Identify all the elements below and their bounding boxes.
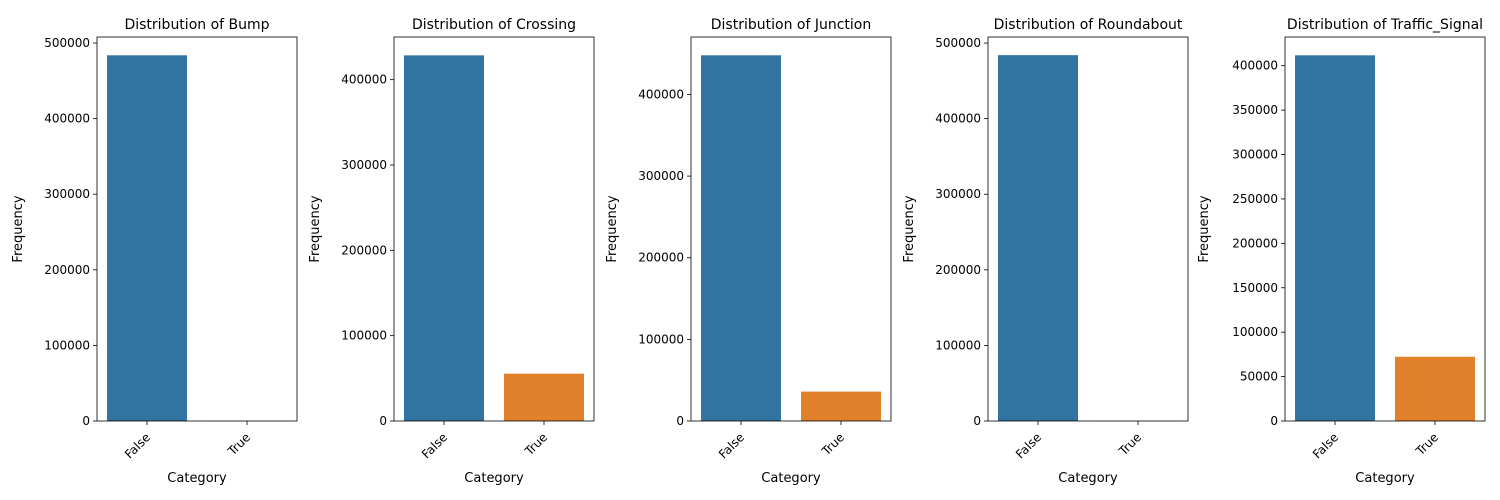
chart-title: Distribution of Roundabout [994,17,1183,33]
y-tick-label: 0 [676,414,684,428]
chart-title: Distribution of Bump [124,17,269,33]
x-tick-label: False [716,430,747,461]
axes-frame [96,36,298,422]
x-tick-label: True [521,430,550,459]
axes-frame [987,36,1189,422]
chart-panel-0: Distribution of Bump 0 100000 200000 300000 4… [11,17,298,486]
x-axis-label: Category [1058,471,1118,486]
x-axis-label: Category [761,471,821,486]
y-tick-label: 100000 [1232,325,1278,339]
bar-false [404,55,484,421]
y-tick-label: 400000 [44,112,90,126]
y-tick-label: 100000 [935,338,981,352]
y-tick-label: 0 [82,414,90,428]
axes-frame [1284,36,1486,422]
y-tick-label: 300000 [44,187,90,201]
y-axis-label: Frequency [308,195,323,262]
y-tick-label: 0 [1270,414,1278,428]
y-tick-label: 400000 [638,87,684,101]
bar-false [107,55,187,422]
x-tick-label: True [1115,430,1144,459]
y-axis-label: Frequency [605,195,620,262]
x-tick-label: True [818,430,847,459]
y-tick-label: 100000 [44,338,90,352]
x-tick-label: False [1310,430,1341,461]
y-tick-label: 500000 [935,36,981,50]
x-tick-label: True [1412,430,1441,459]
y-tick-label: 250000 [1232,192,1278,206]
chart-title: Distribution of Junction [711,17,871,33]
y-tick-label: 100000 [341,329,387,343]
bar-true [1395,356,1475,421]
y-tick-label: 300000 [341,158,387,172]
y-tick-label: 200000 [341,243,387,257]
chart-title: Distribution of Traffic_Signal [1287,17,1483,33]
y-tick-label: 350000 [1232,103,1278,117]
y-tick-label: 200000 [44,263,90,277]
y-axis-label: Frequency [1197,195,1212,262]
bar-false [701,55,781,422]
chart-title: Distribution of Crossing [412,17,576,33]
axes-frame [690,36,892,422]
y-tick-label: 0 [973,414,981,428]
bar-true [801,391,881,421]
x-axis-label: Category [1355,471,1415,486]
y-tick-label: 200000 [935,263,981,277]
chart-panel-3: Distribution of Roundabout 0 100000 200000 3… [902,17,1189,486]
y-tick-label: 500000 [44,36,90,50]
x-tick-label: False [1013,430,1044,461]
x-tick-label: True [224,430,253,459]
bar-true [504,373,584,421]
y-tick-label: 400000 [341,73,387,87]
y-tick-label: 300000 [638,169,684,183]
y-tick-label: 100000 [638,332,684,346]
y-axis-label: Frequency [11,195,26,262]
y-tick-label: 400000 [935,112,981,126]
y-tick-label: 400000 [1232,59,1278,73]
chart-panel-4: Distribution of Traffic_Signal 0 50000 1000… [1197,17,1486,486]
x-tick-label: False [419,430,450,461]
y-tick-label: 200000 [638,251,684,265]
x-tick-label: False [122,430,153,461]
x-axis-label: Category [464,471,524,486]
axes-frame [393,36,595,422]
y-axis-label: Frequency [902,195,917,262]
chart-panel-1: Distribution of Crossing 0 100000 200000 300… [308,17,595,486]
y-tick-label: 150000 [1232,281,1278,295]
y-tick-label: 50000 [1240,370,1278,384]
x-axis-label: Category [167,471,227,486]
y-tick-label: 300000 [935,187,981,201]
y-tick-label: 200000 [1232,236,1278,250]
bar-false [1295,55,1375,422]
bar-false [998,55,1078,422]
y-tick-label: 300000 [1232,148,1278,162]
y-tick-label: 0 [379,414,387,428]
chart-panel-2: Distribution of Junction 0 100000 200000 300… [605,17,892,486]
